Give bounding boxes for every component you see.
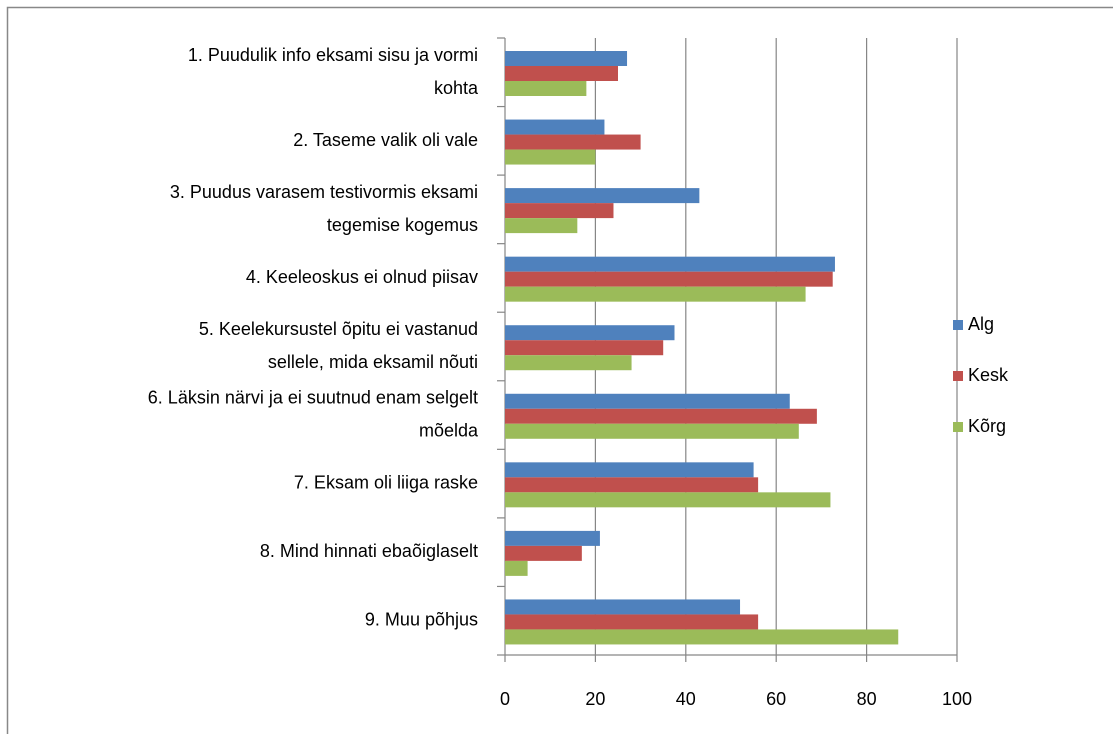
bar <box>505 545 582 561</box>
x-tick-label: 40 <box>676 689 696 709</box>
bar <box>505 325 675 341</box>
legend-label: Alg <box>968 314 994 334</box>
y-tick-label: 2. Taseme valik oli vale <box>293 130 478 150</box>
bar <box>505 530 600 546</box>
bar <box>505 256 835 272</box>
bar <box>505 629 899 645</box>
chart-frame <box>6 6 1113 734</box>
bar <box>505 355 632 371</box>
bar <box>505 188 700 204</box>
bar <box>505 134 641 150</box>
x-tick-label: 0 <box>500 689 510 709</box>
y-tick-label: 1. Puudulik info eksami sisu ja vormi koh… <box>188 45 479 98</box>
bar <box>505 423 799 439</box>
x-tick-label: 60 <box>766 689 786 709</box>
x-tick-label: 80 <box>857 689 877 709</box>
bar <box>505 218 578 234</box>
bar <box>505 599 741 615</box>
x-tick-label: 100 <box>942 689 972 709</box>
bar <box>505 286 806 302</box>
bar <box>505 271 833 287</box>
y-tick-label: 4. Keeleoskus ei olnud piisav <box>246 267 478 287</box>
legend-swatch <box>953 371 963 381</box>
bar <box>505 560 528 576</box>
x-tick-label: 20 <box>585 689 605 709</box>
legend-swatch <box>953 422 963 432</box>
bar <box>505 149 596 165</box>
legend-label: Kõrg <box>968 416 1006 436</box>
y-tick-label: 3. Puudus varasem testivormis eksami tege… <box>170 182 478 235</box>
bar <box>505 51 628 66</box>
bar <box>505 119 605 135</box>
bar <box>505 614 759 630</box>
bar <box>505 492 831 508</box>
bar <box>505 81 587 96</box>
bar <box>505 66 618 81</box>
y-tick-label: 8. Mind hinnati ebaõiglaselt <box>260 541 478 561</box>
bar <box>505 408 817 424</box>
bar <box>505 393 790 409</box>
bar <box>505 477 759 493</box>
y-tick-label: 6. Läksin närvi ja ei suutnud enam selge… <box>148 387 479 440</box>
y-tick-label: 9. Muu põhjus <box>365 609 478 629</box>
bar <box>505 462 754 478</box>
bar <box>505 340 664 356</box>
legend-label: Kesk <box>968 365 1009 385</box>
y-tick-label: 7. Eksam oli liiga raske <box>294 472 478 492</box>
bar <box>505 203 614 219</box>
legend-swatch <box>953 320 963 330</box>
y-tick-label: 5. Keelekursustel õpitu ei vastanud selle… <box>199 319 478 372</box>
